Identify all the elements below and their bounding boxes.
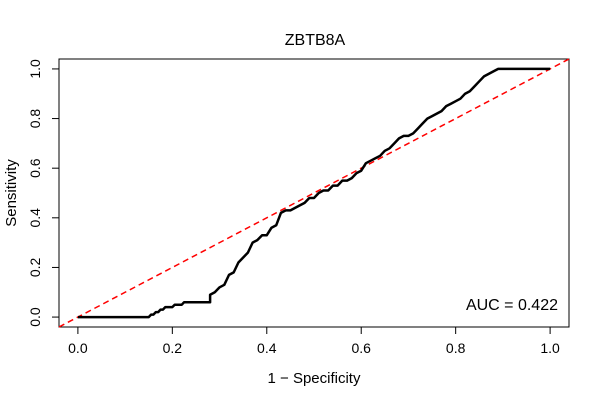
y-tick-label: 0.2	[27, 258, 43, 278]
roc-curve-line	[77, 67, 551, 319]
y-tick-label: 1.0	[27, 59, 43, 79]
y-tick-label: 0.8	[27, 109, 43, 129]
y-axis: 0.0 0.2 0.4 0.6 0.8 1.0	[27, 59, 60, 327]
x-axis: 0.0 0.2 0.4 0.6 0.8 1.0	[68, 326, 560, 356]
auc-annotation: AUC = 0.422	[466, 297, 558, 314]
x-tick-label: 0.2	[163, 340, 183, 356]
x-tick-label: 0.4	[257, 340, 277, 356]
y-tick-label: 0.0	[27, 307, 43, 327]
plot-area	[58, 58, 570, 328]
x-tick-label: 1.0	[540, 340, 560, 356]
x-axis-label: 1 − Specificity	[268, 370, 361, 387]
x-tick-label: 0.6	[351, 340, 371, 356]
y-tick-label: 0.4	[27, 208, 43, 228]
series-layer	[58, 58, 570, 328]
x-tick-label: 0.8	[446, 340, 466, 356]
y-tick-label: 0.6	[27, 158, 43, 178]
y-axis-label: Sensitivity	[3, 159, 20, 227]
x-tick-label: 0.0	[68, 340, 88, 356]
reference-diagonal-line	[58, 58, 570, 328]
chart-title: ZBTB8A	[285, 32, 346, 49]
